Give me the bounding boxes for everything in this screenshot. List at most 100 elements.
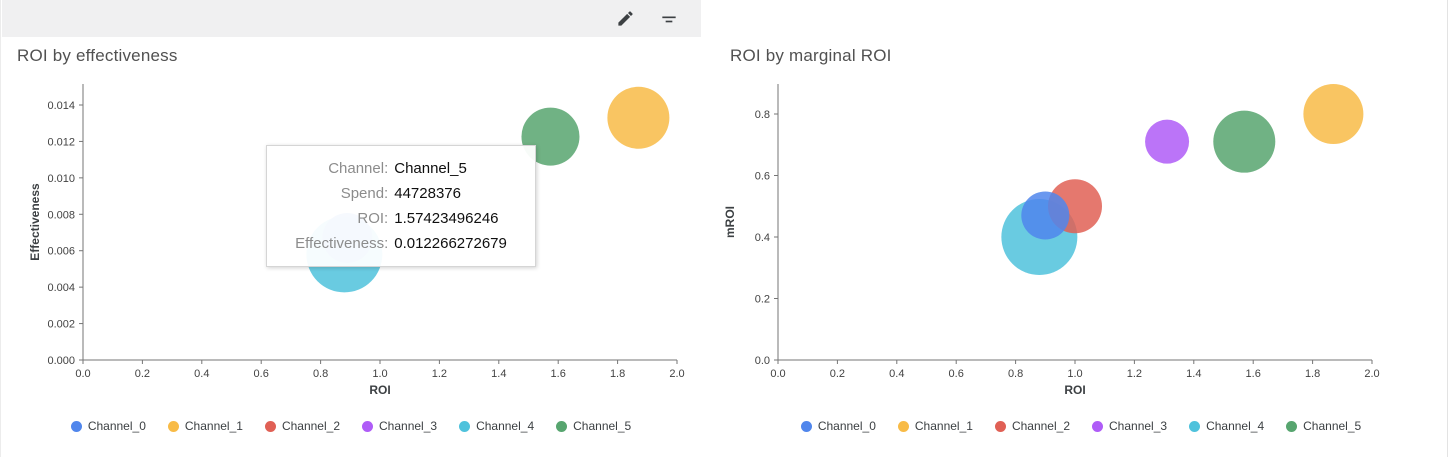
x-axis-title: ROI xyxy=(369,383,390,397)
x-tick-label: 1.8 xyxy=(1305,368,1320,380)
x-tick-label: 0.8 xyxy=(1008,368,1023,380)
chart-legend: Channel_0 Channel_1 Channel_2 Channel_3 Chan… xyxy=(1,417,701,435)
legend-dot xyxy=(459,420,471,432)
bubble-Channel_5[interactable] xyxy=(1213,110,1276,173)
x-tick-label: 1.4 xyxy=(1186,368,1201,380)
tooltip-value: Channel_5 xyxy=(394,160,467,177)
legend-label: Channel_2 xyxy=(1011,419,1070,433)
x-tick-label: 1.4 xyxy=(491,368,506,380)
chart-toolbar xyxy=(2,0,701,37)
legend-item-Channel_5[interactable]: Channel_5 xyxy=(556,419,631,433)
y-tick-label: 0.006 xyxy=(47,246,75,258)
legend-label: Channel_1 xyxy=(914,419,973,433)
x-tick-label: 2.0 xyxy=(669,368,684,380)
tooltip-value: 44728376 xyxy=(394,185,461,202)
bubble-Channel_1[interactable] xyxy=(1303,84,1364,144)
x-tick-label: 0.4 xyxy=(889,368,904,380)
legend-item-Channel_1[interactable]: Channel_1 xyxy=(897,419,973,433)
chart-title-roi-by-effectiveness: ROI by effectiveness xyxy=(17,46,178,65)
legend-dot xyxy=(264,420,276,432)
filter-icon xyxy=(662,16,676,22)
y-tick-label: 0.012 xyxy=(47,136,75,148)
legend-label: Channel_0 xyxy=(817,419,876,433)
chart-title-roi-by-marginal-roi: ROI by marginal ROI xyxy=(730,46,892,65)
x-axis-title: ROI xyxy=(1064,383,1085,397)
legend-item-Channel_3[interactable]: Channel_3 xyxy=(1092,419,1167,433)
x-tick-label: 0.8 xyxy=(313,368,328,380)
bubble-chart-roi-by-marginal-roi: 0.0 0.2 0.4 0.6 0.8 1.0 1.2 1.4 1.6 1.8 2.0 0.0 0.2 0… xyxy=(723,84,1380,397)
y-tick-label: 0.002 xyxy=(47,319,75,331)
legend-label: Channel_4 xyxy=(1206,419,1265,433)
y-tick-label: 0.014 xyxy=(47,100,75,112)
legend-item-Channel_0[interactable]: Channel_0 xyxy=(800,419,876,433)
legend-label: Channel_5 xyxy=(573,419,632,433)
x-tick-label: 1.2 xyxy=(432,368,447,380)
tooltip-value: 0.012266272679 xyxy=(394,235,507,252)
edit-icon xyxy=(617,11,633,26)
legend-dot xyxy=(70,420,82,432)
tooltip-value: 1.57423496246 xyxy=(394,210,499,227)
x-tick-label: 2.0 xyxy=(1364,368,1379,380)
edit-button[interactable] xyxy=(611,5,639,33)
legend-dot xyxy=(556,420,568,432)
tooltip-label: Channel: xyxy=(328,160,389,177)
legend-item-Channel_4[interactable]: Channel_4 xyxy=(459,419,534,433)
x-tick-label: 0.2 xyxy=(830,368,845,380)
tooltip-label: Effectiveness: xyxy=(295,235,389,252)
legend-dot xyxy=(1092,420,1103,432)
x-tick-label: 0.2 xyxy=(135,368,150,380)
legend-item-Channel_2[interactable]: Channel_2 xyxy=(264,419,340,433)
x-tick-label: 1.2 xyxy=(1127,368,1142,380)
y-tick-label: 0.004 xyxy=(47,282,75,294)
x-tick-label: 1.6 xyxy=(1246,368,1261,380)
legend-item-Channel_2[interactable]: Channel_2 xyxy=(994,419,1070,433)
y-tick-label: 0.4 xyxy=(755,232,770,244)
x-tick-label: 1.0 xyxy=(372,368,387,380)
filter-button[interactable] xyxy=(655,5,683,33)
tooltip-label: Spend: xyxy=(340,185,389,202)
y-tick-label: 0.8 xyxy=(755,109,770,121)
legend-item-Channel_5[interactable]: Channel_5 xyxy=(1286,419,1361,433)
legend-item-Channel_1[interactable]: Channel_1 xyxy=(167,419,243,433)
legend-item-Channel_0[interactable]: Channel_0 xyxy=(70,419,146,433)
x-tick-label: 0.6 xyxy=(949,368,964,380)
legend-dot xyxy=(362,420,373,432)
legend-dot xyxy=(1189,420,1201,432)
x-tick-label: 0.6 xyxy=(254,368,269,380)
x-tick-label: 1.0 xyxy=(1067,368,1082,380)
y-tick-label: 0.000 xyxy=(47,355,75,367)
legend-label: Channel_0 xyxy=(87,419,146,433)
legend-dot xyxy=(897,420,909,432)
y-tick-label: 0.2 xyxy=(755,294,770,306)
x-tick-label: 1.6 xyxy=(551,368,566,380)
legend-dot xyxy=(167,420,179,432)
x-tick-label: 0.0 xyxy=(75,368,90,380)
x-tick-label: 0.0 xyxy=(770,368,785,380)
legend-label: Channel_4 xyxy=(476,419,535,433)
y-tick-label: 0.008 xyxy=(47,209,75,221)
legend-label: Channel_2 xyxy=(281,419,340,433)
y-tick-label: 0.010 xyxy=(47,173,75,185)
chart-card-roi-by-effectiveness: ROI by effectiveness 0.0 0.2 0.4 0.6 0.8 1.0 1… xyxy=(1,0,701,457)
legend-label: Channel_3 xyxy=(379,419,438,433)
x-tick-label: 1.8 xyxy=(610,368,625,380)
bubble-Channel_1[interactable] xyxy=(607,86,670,149)
tooltip-label: ROI: xyxy=(357,210,389,227)
bubble-Channel_3[interactable] xyxy=(1145,119,1190,164)
y-tick-label: 0.6 xyxy=(755,171,770,183)
chart-card-roi-by-marginal-roi: ROI by marginal ROI 0.0 0.2 0.4 0.6 0.8 1.0 1.… xyxy=(713,0,1447,457)
legend-dot xyxy=(994,420,1006,432)
legend-item-Channel_3[interactable]: Channel_3 xyxy=(362,419,437,433)
legend-label: Channel_3 xyxy=(1109,419,1168,433)
y-axis-title: Effectiveness xyxy=(28,183,42,261)
legend-dot xyxy=(1286,420,1298,432)
legend-label: Channel_1 xyxy=(184,419,243,433)
y-tick-label: 0.0 xyxy=(755,355,770,367)
y-axis-title: mROI xyxy=(723,206,737,238)
legend-label: Channel_5 xyxy=(1303,419,1362,433)
legend-item-Channel_4[interactable]: Channel_4 xyxy=(1189,419,1264,433)
chart-legend: Channel_0 Channel_1 Channel_2 Channel_3 Chan… xyxy=(713,417,1447,435)
bubble-Channel_0[interactable] xyxy=(1021,191,1070,240)
legend-dot xyxy=(800,420,812,432)
